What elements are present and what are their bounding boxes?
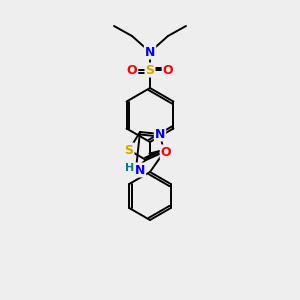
Text: O: O <box>127 64 137 76</box>
Text: S: S <box>146 64 154 76</box>
Text: H: H <box>125 163 135 173</box>
Text: N: N <box>155 128 165 140</box>
Text: N: N <box>135 164 145 176</box>
Text: S: S <box>124 143 134 157</box>
Text: N: N <box>145 46 155 59</box>
Text: O: O <box>163 64 173 76</box>
Text: O: O <box>161 146 171 158</box>
